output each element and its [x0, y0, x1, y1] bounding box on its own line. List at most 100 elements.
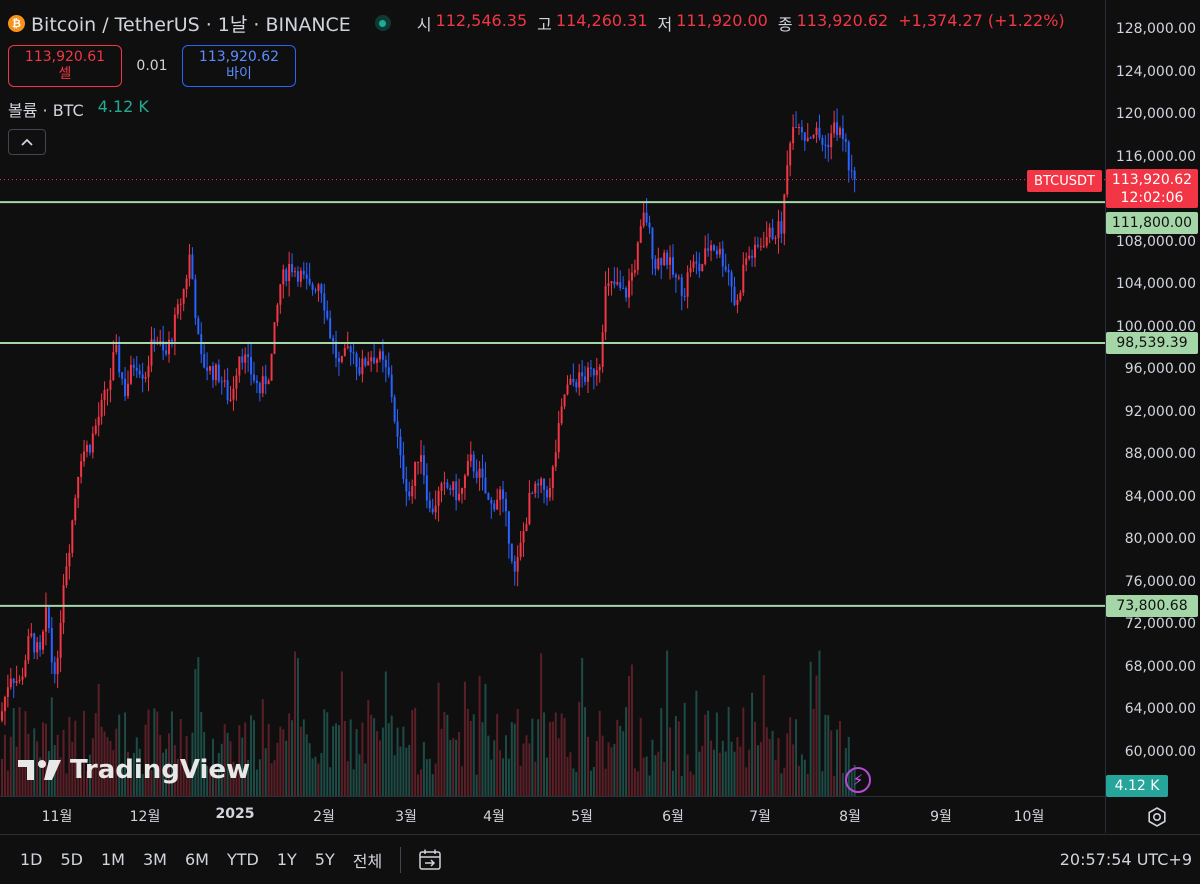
volume-bar	[604, 768, 607, 796]
settings-gear-icon[interactable]	[1146, 806, 1168, 828]
sell-price: 113,920.61	[24, 49, 106, 65]
volume-bar	[572, 768, 575, 796]
volume-bar	[578, 701, 581, 796]
candle-body	[223, 380, 226, 382]
utc-clock[interactable]: 20:57:54 UTC+9	[1059, 850, 1192, 869]
price-tick: 60,000.00	[1124, 743, 1196, 760]
candle-body	[701, 264, 704, 272]
candlestick-chart[interactable]	[0, 0, 1105, 796]
volume-bar	[739, 746, 742, 796]
volume-axis-label: 4.12 K	[1106, 775, 1168, 797]
calendar-goto-icon[interactable]	[417, 848, 443, 872]
volume-bar	[821, 771, 824, 796]
volume-bar	[118, 714, 121, 796]
low-value: 111,920.00	[676, 11, 768, 30]
volume-bar	[566, 756, 569, 796]
hline-label-2[interactable]: 98,539.39	[1106, 332, 1198, 354]
candle-body	[33, 633, 36, 653]
buy-button[interactable]: 113,920.62 바이	[182, 45, 296, 87]
range-3m-button[interactable]: 3M	[142, 850, 167, 869]
symbol-title[interactable]: Bitcoin / TetherUS · 1날 · BINANCE	[31, 13, 351, 36]
range-5y-button[interactable]: 5Y	[314, 850, 335, 869]
candle-body	[841, 128, 844, 139]
volume-bar	[800, 754, 803, 796]
candle-body	[645, 212, 648, 223]
volume-bar	[373, 718, 376, 796]
volume-bar	[499, 750, 502, 796]
candle-body	[80, 461, 83, 477]
price-tick: 76,000.00	[1124, 573, 1196, 590]
volume-bar	[170, 711, 173, 796]
collapse-legend-button[interactable]	[8, 129, 46, 155]
symbol-title-row[interactable]: ₿ Bitcoin / TetherUS · 1날 · BINANCE 시 11…	[8, 8, 1071, 38]
lightning-icon[interactable]: ⚡	[845, 767, 871, 793]
candle-body	[314, 289, 317, 291]
volume-bar	[314, 756, 317, 796]
volume-bar	[712, 749, 715, 796]
volume-bar	[847, 736, 850, 796]
range-all-button[interactable]: 전체	[352, 851, 383, 871]
volume-bar	[660, 708, 663, 796]
time-axis-border	[0, 796, 1105, 797]
hline-label-3[interactable]: 73,800.68	[1106, 595, 1198, 617]
chart-legend: ₿ Bitcoin / TetherUS · 1날 · BINANCE 시 11…	[8, 8, 1071, 155]
trade-row: 113,920.61 셀 0.01 113,920.62 바이	[8, 45, 1071, 87]
candle-body	[197, 318, 200, 335]
volume-bar	[431, 774, 434, 796]
volume-bar	[65, 773, 68, 796]
volume-bar	[352, 769, 355, 796]
volume-bar	[252, 720, 255, 796]
range-6m-button[interactable]: 6M	[184, 850, 209, 869]
volume-bars	[1, 650, 856, 796]
volume-bar	[648, 775, 651, 796]
candle-body	[138, 370, 141, 375]
volume-bar	[337, 725, 340, 796]
open-label: 시	[416, 15, 432, 34]
range-1m-button[interactable]: 1M	[101, 850, 125, 869]
volume-bar	[411, 709, 414, 796]
volume-bar	[581, 657, 584, 796]
range-1y-button[interactable]: 1Y	[276, 850, 297, 869]
time-tick: 4월	[483, 809, 505, 825]
volume-bar	[173, 745, 176, 796]
candle-body	[3, 696, 6, 712]
range-ytd-button[interactable]: YTD	[226, 850, 259, 869]
volume-bar	[587, 736, 589, 796]
chart-area[interactable]	[0, 0, 1105, 796]
hline-label-1[interactable]: 111,800.00	[1106, 212, 1198, 234]
candle-body	[97, 416, 100, 426]
range-1d-button[interactable]: 1D	[20, 850, 43, 869]
volume-bar	[838, 720, 841, 796]
volume-bar	[238, 725, 241, 796]
volume-bar	[780, 773, 783, 796]
volume-bar	[97, 683, 100, 796]
volume-legend[interactable]: 볼륨 · BTC 4.12 K	[8, 97, 1071, 121]
price-axis[interactable]: 128,000.00 124,000.00 120,000.00 116,000.00…	[1105, 0, 1200, 833]
range-5d-button[interactable]: 5D	[60, 850, 84, 869]
candle-body	[797, 127, 800, 129]
volume-bar	[446, 714, 449, 796]
volume-bar	[824, 714, 827, 796]
volume-bar	[642, 757, 645, 796]
candle-body	[674, 274, 677, 278]
volume-bar	[727, 706, 730, 796]
volume-bar	[12, 708, 15, 796]
volume-bar	[71, 741, 74, 796]
candle-body	[83, 451, 86, 462]
candle-body	[604, 285, 607, 333]
volume-bar	[437, 682, 440, 796]
candle-body	[247, 354, 250, 358]
sell-button[interactable]: 113,920.61 셀	[8, 45, 122, 87]
volume-bar	[417, 774, 420, 796]
candle-body	[340, 355, 343, 362]
candle-body	[736, 299, 739, 305]
current-price-value: 113,920.62	[1111, 171, 1193, 188]
candle-body	[730, 272, 733, 287]
candle-body	[683, 295, 686, 297]
volume-bar	[695, 690, 698, 796]
price-tick: 104,000.00	[1115, 276, 1196, 292]
volume-bar	[657, 751, 660, 796]
volume-bar	[1, 758, 3, 796]
candle-body	[132, 364, 135, 368]
volume-bar	[203, 731, 206, 796]
